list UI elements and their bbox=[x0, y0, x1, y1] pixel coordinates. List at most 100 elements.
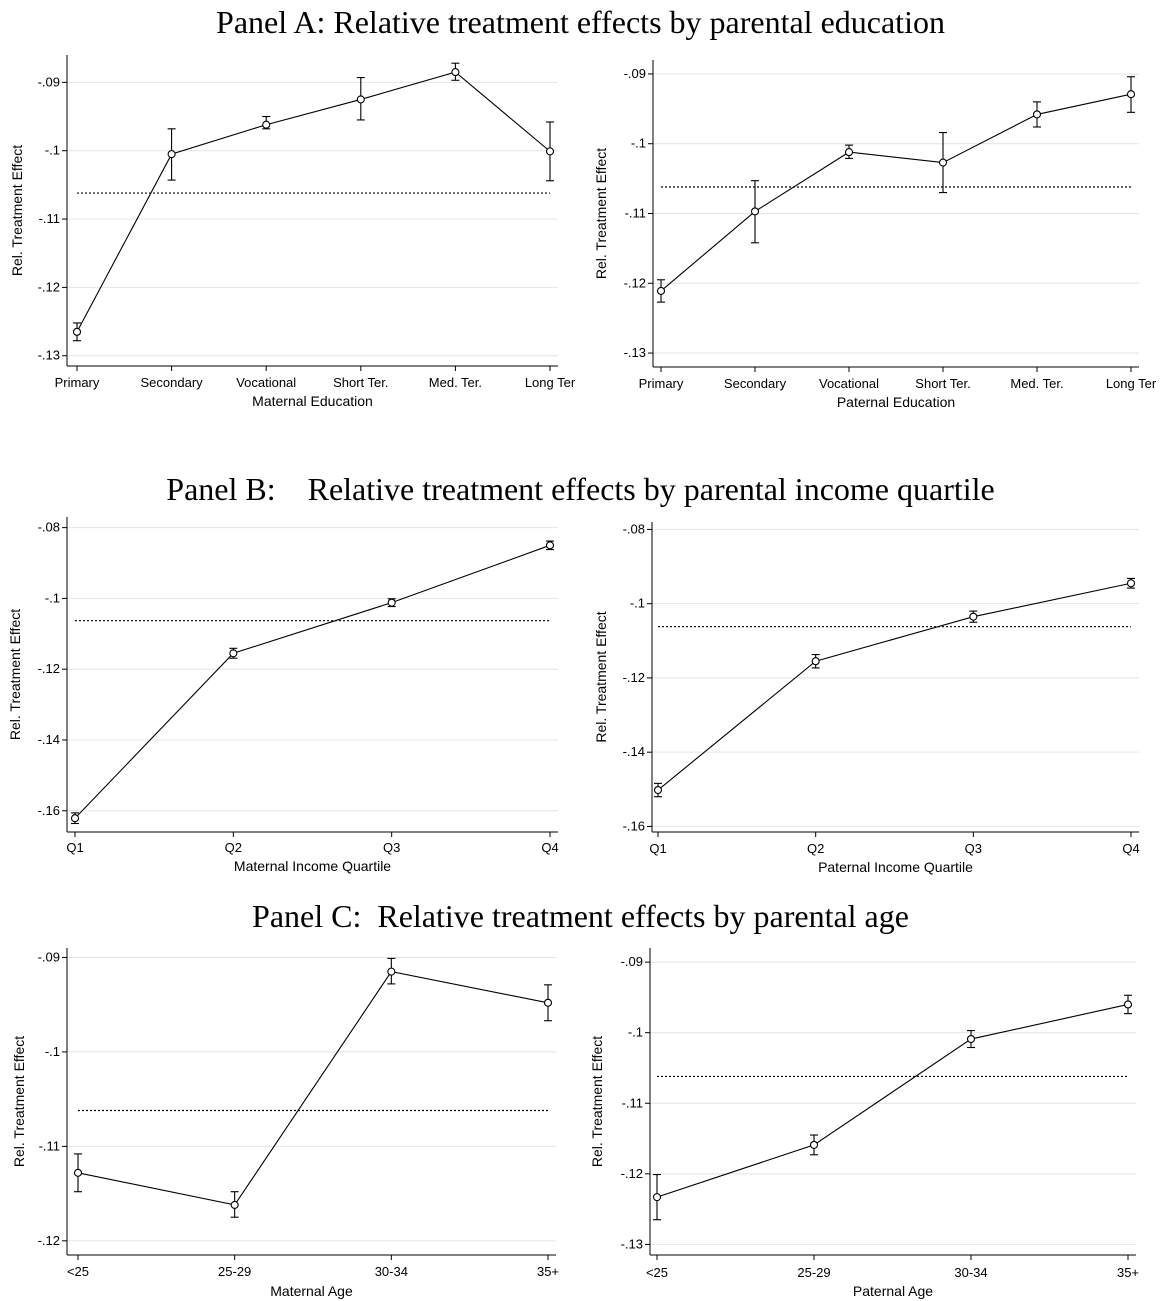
chart-4-point-1 bbox=[230, 1200, 239, 1209]
chart-0-point-5 bbox=[545, 147, 555, 156]
chart-0-xtick-label-3: Short Ter. bbox=[333, 375, 388, 390]
chart-1-ytick-label-1: -.1 bbox=[631, 136, 646, 151]
chart-5-ytick-label-1: -.1 bbox=[628, 1025, 643, 1040]
chart-1-xtick-label-0: Primary bbox=[639, 376, 684, 391]
chart-3-point-2 bbox=[969, 612, 978, 621]
chart-1-ytick-label-3: -.12 bbox=[624, 275, 646, 290]
chart-5-xtick-label-2: 30-34 bbox=[954, 1265, 987, 1280]
chart-0-xtick-label-4: Med. Ter. bbox=[429, 375, 482, 390]
panel-c-title: Panel C: Relative treatment effects by p… bbox=[252, 898, 909, 934]
chart-5-series-line bbox=[656, 1003, 1129, 1198]
chart-0-point-2 bbox=[262, 120, 271, 129]
chart-4-ytick-label-0: -.09 bbox=[38, 949, 60, 964]
chart-1-ytick-label-2: -.11 bbox=[625, 206, 646, 221]
chart-1-point-3 bbox=[938, 158, 948, 167]
chart-5-xtick-label-3: 35+ bbox=[1117, 1265, 1139, 1280]
chart-4-y-axis-title: Rel. Treatment Effect bbox=[11, 1036, 27, 1167]
chart-0-y-axis-title: Rel. Treatment Effect bbox=[9, 145, 25, 276]
chart-0-ytick-label-1: -.1 bbox=[45, 143, 60, 158]
chart-2-xtick-label-1: Q2 bbox=[225, 840, 242, 855]
chart-5-point-0 bbox=[652, 1193, 662, 1202]
chart-4-point-3 bbox=[543, 998, 553, 1007]
chart-2-ytick-label-0: -.08 bbox=[38, 520, 60, 535]
chart-2-xtick-label-2: Q3 bbox=[383, 840, 400, 855]
chart-2-point-2 bbox=[387, 598, 396, 607]
chart-0-point-3 bbox=[356, 95, 365, 104]
chart-1-xtick-label-2: Vocational bbox=[819, 376, 879, 391]
chart-0-x-axis-title: Maternal Education bbox=[252, 393, 373, 409]
chart-3-ytick-label-1: -.1 bbox=[630, 596, 645, 611]
chart-3-xtick-label-3: Q4 bbox=[1122, 841, 1139, 856]
chart-5-ytick-label-4: -.13 bbox=[621, 1236, 643, 1251]
chart-5-point-3 bbox=[1123, 1000, 1133, 1009]
chart-1-xtick-label-5: Long Ter bbox=[1106, 376, 1157, 391]
chart-3-ytick-label-0: -.08 bbox=[623, 521, 645, 536]
chart-2-ytick-label-3: -.14 bbox=[38, 732, 60, 747]
chart-5-ytick-label-2: -.11 bbox=[622, 1095, 643, 1110]
chart-3-xtick-label-2: Q3 bbox=[965, 841, 982, 856]
chart-3-point-0 bbox=[653, 785, 663, 795]
chart-3-x-axis-title: Paternal Income Quartile bbox=[818, 859, 973, 875]
panel-a-title: Panel A: Relative treatment effects by p… bbox=[216, 4, 945, 40]
chart-0-point-4 bbox=[451, 68, 460, 77]
panel-b-title: Panel B: Relative treatment effects by p… bbox=[166, 471, 995, 507]
chart-1-point-2 bbox=[844, 148, 854, 157]
chart-3-ytick-label-2: -.12 bbox=[623, 670, 645, 685]
chart-5-x-axis-title: Paternal Age bbox=[853, 1283, 933, 1299]
chart-4-xtick-label-1: 25-29 bbox=[218, 1264, 251, 1279]
chart-2-y-axis-title: Rel. Treatment Effect bbox=[7, 609, 23, 740]
chart-3-y-axis-title: Rel. Treatment Effect bbox=[593, 611, 609, 742]
chart-1-point-5 bbox=[1126, 90, 1136, 99]
chart-4-series-line bbox=[77, 971, 549, 1206]
chart-2-point-3 bbox=[545, 541, 555, 550]
chart-3-series-line bbox=[657, 582, 1132, 791]
chart-5-ytick-label-3: -.12 bbox=[621, 1166, 643, 1181]
chart-4-ytick-label-3: -.12 bbox=[38, 1233, 60, 1248]
chart-1-y-axis-title: Rel. Treatment Effect bbox=[593, 148, 609, 279]
chart-1-point-1 bbox=[750, 207, 760, 216]
chart-3-point-3 bbox=[1126, 579, 1136, 588]
chart-2-series-line bbox=[74, 544, 551, 819]
chart-1-xtick-label-4: Med. Ter. bbox=[1010, 376, 1063, 391]
chart-4-ytick-label-1: -.1 bbox=[45, 1044, 60, 1059]
chart-3-ytick-label-3: -.14 bbox=[623, 744, 645, 759]
chart-5-ytick-label-0: -.09 bbox=[621, 954, 643, 969]
chart-2-xtick-label-0: Q1 bbox=[66, 840, 83, 855]
chart-0-xtick-label-1: Secondary bbox=[141, 375, 204, 390]
chart-2-ytick-label-2: -.12 bbox=[38, 661, 60, 676]
chart-0-ytick-label-0: -.09 bbox=[38, 74, 60, 89]
chart-0-xtick-label-0: Primary bbox=[55, 375, 100, 390]
chart-0-ytick-label-4: -.13 bbox=[38, 348, 60, 363]
chart-2-point-0 bbox=[70, 814, 80, 823]
chart-0-series-line bbox=[76, 71, 551, 333]
chart-1-x-axis-title: Paternal Education bbox=[837, 394, 955, 410]
chart-3-xtick-label-0: Q1 bbox=[649, 841, 666, 856]
chart-5-xtick-label-1: 25-29 bbox=[797, 1265, 830, 1280]
chart-5-y-axis-title: Rel. Treatment Effect bbox=[589, 1036, 605, 1167]
chart-1-xtick-label-3: Short Ter. bbox=[915, 376, 970, 391]
chart-4-point-2 bbox=[387, 967, 396, 976]
chart-0-ytick-label-2: -.11 bbox=[39, 211, 60, 226]
chart-3-ytick-label-4: -.16 bbox=[623, 818, 645, 833]
chart-1-ytick-label-4: -.13 bbox=[624, 345, 646, 360]
chart-4-ytick-label-2: -.11 bbox=[39, 1138, 60, 1153]
chart-1-ytick-label-0: -.09 bbox=[624, 66, 646, 81]
chart-4-point-0 bbox=[73, 1168, 83, 1177]
chart-2-x-axis-title: Maternal Income Quartile bbox=[234, 858, 391, 874]
chart-4-xtick-label-0: <25 bbox=[67, 1264, 89, 1279]
chart-0-xtick-label-5: Long Ter bbox=[525, 375, 576, 390]
chart-2-point-1 bbox=[229, 649, 238, 658]
chart-5-xtick-label-0: <25 bbox=[646, 1265, 668, 1280]
chart-0-ytick-label-3: -.12 bbox=[38, 279, 60, 294]
chart-5-point-1 bbox=[809, 1140, 819, 1149]
chart-2-xtick-label-3: Q4 bbox=[541, 840, 558, 855]
chart-1-series-line bbox=[660, 93, 1132, 292]
chart-1-point-4 bbox=[1032, 110, 1042, 119]
chart-4-xtick-label-3: 35+ bbox=[537, 1264, 559, 1279]
